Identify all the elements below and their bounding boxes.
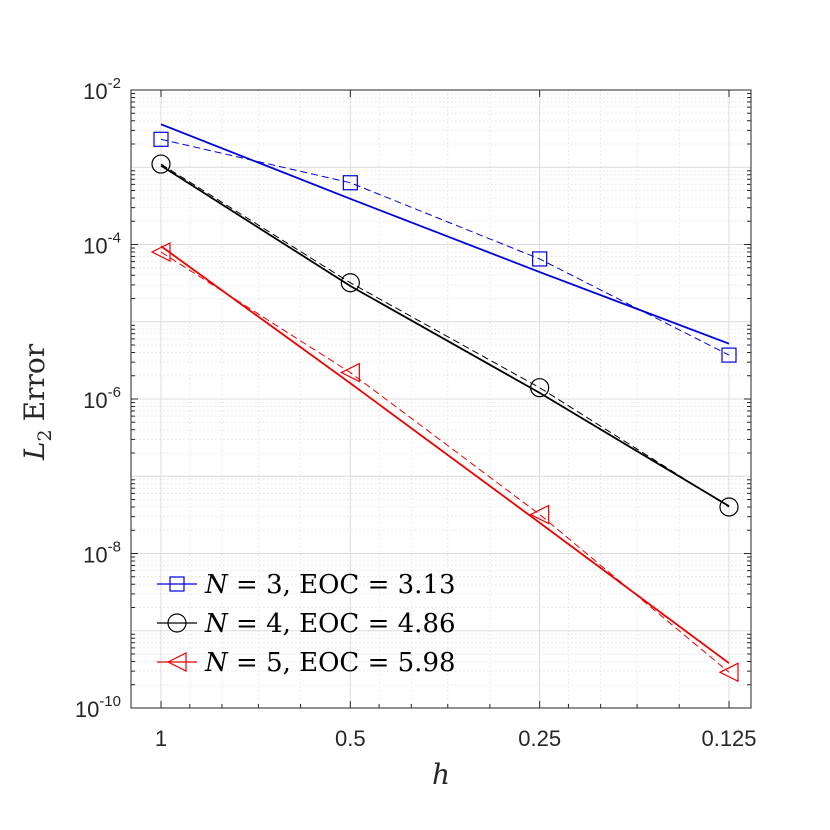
y-tick-label: 10-10: [75, 693, 121, 722]
series-2-fit-line: [160, 164, 730, 507]
x-tick-label: 1: [155, 726, 167, 751]
y-axis-label-sub: 2: [34, 429, 56, 441]
x-axis-label: h: [432, 758, 450, 791]
legend-label: N = 5, EOC = 5.98: [204, 648, 456, 678]
series-2-data-line: [160, 163, 730, 508]
series-2-point: [340, 273, 360, 293]
y-tick-label: 10-8: [83, 539, 121, 568]
series-1-fit-line: [160, 123, 730, 345]
series-1-point: [153, 131, 169, 147]
series-3-point: [529, 504, 550, 525]
series-3-point: [150, 242, 171, 262]
y-tick-label: 10-6: [83, 384, 121, 413]
series-2: [151, 154, 739, 517]
legend-marker: [167, 613, 187, 633]
legend-entry-1: N = 3, EOC = 3.13: [157, 570, 456, 600]
series-layer: [150, 123, 739, 683]
svg-text:L2Error: L2 Error: [18, 343, 56, 461]
legend-entry-2: N = 4, EOC = 4.86: [157, 609, 456, 639]
legend-entry-3: N = 5, EOC = 5.98: [157, 648, 456, 678]
series-2-point: [530, 378, 550, 398]
series-2-point: [719, 497, 739, 517]
y-axis-label: L2 Error: [18, 343, 56, 461]
legend-marker: [166, 652, 187, 672]
legend-label: N = 4, EOC = 4.86: [204, 609, 456, 639]
series-1-point: [342, 175, 358, 191]
series-3-point: [339, 362, 360, 383]
x-axis-label-text: h: [432, 758, 450, 791]
x-tick-label: 0.5: [335, 726, 366, 751]
y-axis-label-main: L: [18, 441, 51, 461]
legend-marker: [169, 576, 185, 592]
series-3: [150, 242, 739, 683]
series-1: [153, 123, 737, 363]
y-tick-label: 10-4: [83, 230, 121, 259]
y-axis-label-rest: Error: [18, 343, 51, 421]
series-1-point: [532, 251, 548, 267]
ticks-layer: 1 0.5 0.25 0.125 10-2 10-4 10-6 10-8 10-10: [75, 75, 757, 751]
legend-label: N = 3, EOC = 3.13: [204, 570, 456, 600]
y-tick-label: 10-2: [83, 75, 121, 104]
series-3-data-line: [160, 251, 730, 673]
x-tick-label: 0.125: [701, 726, 756, 751]
legend: N = 3, EOC = 3.13 N = 4, EOC = 4.86 N = 5,…: [157, 570, 456, 678]
series-2-point: [151, 154, 171, 174]
series-3-point: [718, 662, 739, 683]
series-1-point: [721, 347, 737, 363]
x-tick-label: 0.25: [518, 726, 561, 751]
